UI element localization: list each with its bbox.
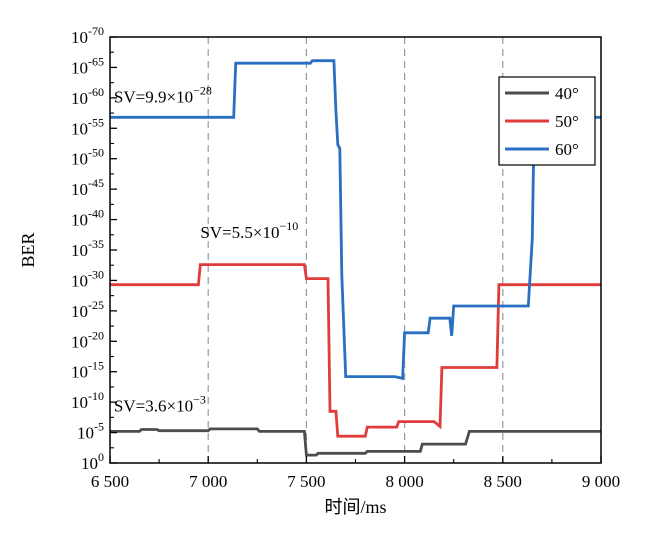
y-tick-exponent: -50 — [88, 146, 104, 160]
x-tick-label: 7 500 — [287, 472, 325, 491]
y-tick-base: 10 — [81, 454, 98, 473]
y-tick-label: 10-10 — [71, 389, 104, 412]
y-tick-label: 10-20 — [71, 328, 104, 351]
legend-label: 40° — [555, 84, 579, 103]
x-tick-label: 9 000 — [582, 472, 620, 491]
series-line-2 — [110, 263, 601, 438]
y-tick-base: 10 — [71, 28, 88, 47]
y-tick-base: 10 — [77, 424, 94, 443]
y-tick-label: 10-65 — [71, 54, 104, 77]
y-tick-exponent: -40 — [88, 207, 104, 221]
y-tick-base: 10 — [71, 150, 88, 169]
x-tick-label: 7 000 — [189, 472, 227, 491]
y-tick-exponent: -20 — [88, 328, 104, 342]
y-tick-exponent: -30 — [88, 267, 104, 281]
y-tick-exponent: -70 — [88, 24, 104, 38]
sv-annotation: SV=9.9×10−28 — [114, 84, 212, 107]
grid-lines — [207, 37, 504, 463]
y-tick-label: 10-5 — [77, 420, 104, 443]
sv-annotation: SV=3.6×10−3 — [114, 392, 206, 415]
y-tick-exponent: -25 — [88, 298, 104, 312]
y-tick-base: 10 — [71, 363, 88, 382]
y-tick-exponent: 0 — [98, 450, 104, 464]
y-tick-label: 10-60 — [71, 85, 104, 108]
y-tick-label: 10-15 — [71, 359, 104, 382]
sv-annotation-text: SV=9.9×10 — [114, 88, 193, 107]
sv-annotation-text: SV=3.6×10 — [114, 396, 193, 415]
y-tick-label: 10-25 — [71, 298, 104, 321]
x-axis-title: 时间/ms — [324, 497, 386, 517]
y-tick-base: 10 — [71, 211, 88, 230]
y-axis-title: BER — [18, 232, 38, 267]
series-line-1 — [110, 427, 601, 457]
y-tick-label: 10-35 — [71, 237, 104, 260]
y-tick-exponent: -5 — [94, 420, 104, 434]
sv-annotation: SV=5.5×10−10 — [200, 219, 298, 242]
axis-ticks: 6 500 7 000 7 500 8 000 8 500 9 00010010-510-… — [71, 24, 620, 491]
y-tick-label: 10-50 — [71, 146, 104, 169]
y-tick-label: 10-30 — [71, 267, 104, 290]
y-tick-exponent: -10 — [88, 389, 104, 403]
legend-label: 50° — [555, 112, 579, 131]
series-line-3 — [110, 59, 601, 381]
sv-annotation-exponent: −3 — [193, 392, 206, 406]
legend-label: 60° — [555, 140, 579, 159]
y-tick-exponent: -35 — [88, 237, 104, 251]
y-tick-exponent: -55 — [88, 115, 104, 129]
y-tick-base: 10 — [71, 119, 88, 138]
y-tick-exponent: -15 — [88, 359, 104, 373]
y-tick-base: 10 — [71, 393, 88, 412]
annotations: SV=3.6×10−3 SV=5.5×10−10 SV=9.9×10−28 — [114, 84, 298, 416]
y-tick-base: 10 — [71, 180, 88, 199]
y-tick-base: 10 — [71, 332, 88, 351]
y-tick-label: 10-45 — [71, 176, 104, 199]
y-tick-label: 10-55 — [71, 115, 104, 138]
series-lines — [110, 59, 601, 457]
sv-annotation-exponent: −28 — [193, 84, 212, 98]
y-tick-exponent: -60 — [88, 85, 104, 99]
sv-annotation-exponent: −10 — [280, 219, 299, 233]
legend: 40° 50° 60° — [498, 76, 596, 166]
y-tick-base: 10 — [71, 89, 88, 108]
y-tick-label: 100 — [81, 450, 104, 473]
y-tick-exponent: -45 — [88, 176, 104, 190]
y-tick-label: 10-40 — [71, 207, 104, 230]
y-tick-label: 10-70 — [71, 24, 104, 47]
x-tick-label: 8 000 — [385, 472, 423, 491]
y-tick-base: 10 — [71, 241, 88, 260]
y-tick-base: 10 — [71, 271, 88, 290]
y-tick-base: 10 — [71, 302, 88, 321]
y-tick-base: 10 — [71, 58, 88, 77]
x-tick-label: 8 500 — [484, 472, 522, 491]
y-tick-exponent: -65 — [88, 54, 104, 68]
sv-annotation-text: SV=5.5×10 — [200, 223, 279, 242]
x-tick-label: 6 500 — [91, 472, 129, 491]
